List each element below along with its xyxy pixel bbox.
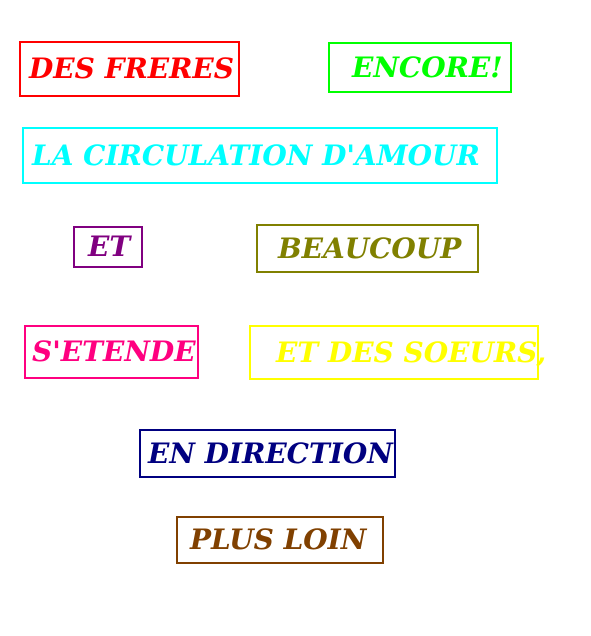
word-box-et-des-soeurs[interactable]: ET DES SOEURS, <box>249 325 546 380</box>
word-plus-loin: PLUS LOIN <box>190 523 367 556</box>
word-box-s-etende[interactable]: S'ETENDE <box>24 325 199 379</box>
word-encore: ENCORE! <box>352 50 503 84</box>
word-box-et[interactable]: ET <box>73 226 143 268</box>
word-des-freres: DES FRERES <box>29 52 234 85</box>
word-box-en-direction[interactable]: EN DIRECTION <box>139 429 396 478</box>
word-box-encore[interactable]: ENCORE! <box>328 42 512 93</box>
word-box-des-freres[interactable]: DES FRERES <box>19 41 240 97</box>
word-et: ET <box>88 230 131 263</box>
word-beaucoup: BEAUCOUP <box>278 231 462 265</box>
word-box-la-circulation[interactable]: LA CIRCULATION D'AMOUR <box>22 127 498 184</box>
word-et-des-soeurs: ET DES SOEURS, <box>276 335 547 369</box>
word-la-circulation: LA CIRCULATION D'AMOUR <box>32 138 480 172</box>
word-box-plus-loin[interactable]: PLUS LOIN <box>176 516 384 564</box>
word-box-beaucoup[interactable]: BEAUCOUP <box>256 224 479 273</box>
word-s-etende: S'ETENDE <box>32 335 196 368</box>
word-en-direction: EN DIRECTION <box>148 436 393 470</box>
